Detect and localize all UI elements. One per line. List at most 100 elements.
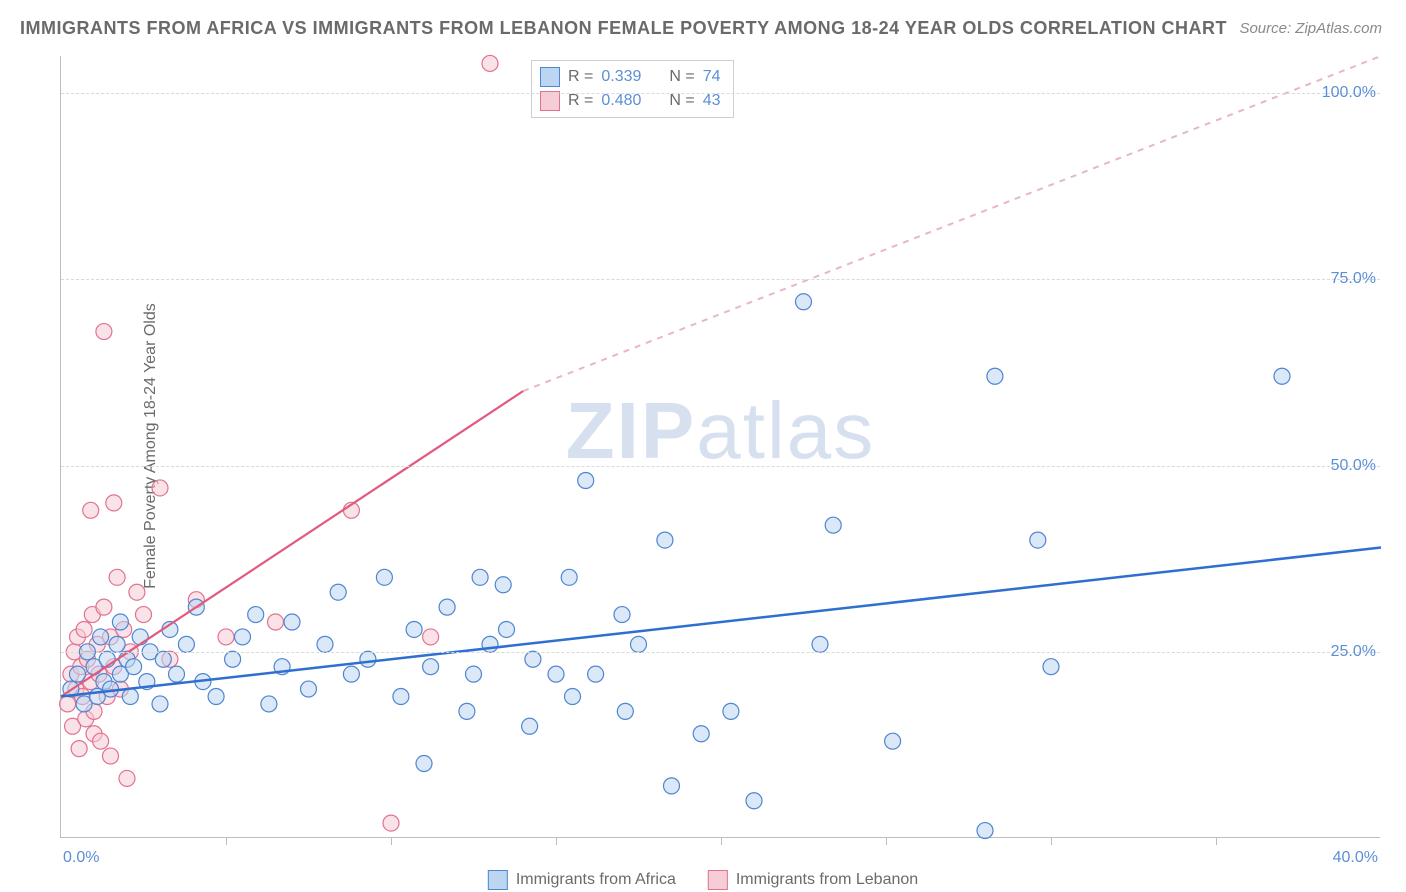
scatter-point bbox=[152, 480, 168, 496]
scatter-point bbox=[1030, 532, 1046, 548]
scatter-point bbox=[423, 659, 439, 675]
chart-title: IMMIGRANTS FROM AFRICA VS IMMIGRANTS FRO… bbox=[20, 18, 1227, 39]
gridline bbox=[61, 279, 1380, 280]
scatter-point bbox=[631, 636, 647, 652]
scatter-point bbox=[248, 607, 264, 623]
x-tick bbox=[721, 837, 722, 845]
scatter-point bbox=[109, 636, 125, 652]
scatter-point bbox=[1043, 659, 1059, 675]
scatter-point bbox=[136, 607, 152, 623]
bottom-legend-label: Immigrants from Africa bbox=[516, 871, 676, 889]
scatter-point bbox=[693, 726, 709, 742]
scatter-point bbox=[83, 502, 99, 518]
scatter-point bbox=[522, 718, 538, 734]
gridline bbox=[61, 466, 1380, 467]
legend-n-label: N = bbox=[669, 65, 694, 89]
scatter-point bbox=[225, 651, 241, 667]
scatter-point bbox=[317, 636, 333, 652]
legend-n-value: 74 bbox=[703, 65, 721, 89]
scatter-point bbox=[96, 599, 112, 615]
y-tick-label: 75.0% bbox=[1331, 270, 1382, 288]
scatter-point bbox=[169, 666, 185, 682]
scatter-point bbox=[1274, 368, 1290, 384]
legend-r-value: 0.339 bbox=[601, 65, 641, 89]
x-axis-min-label: 0.0% bbox=[63, 849, 99, 867]
scatter-point bbox=[987, 368, 1003, 384]
scatter-point bbox=[218, 629, 234, 645]
trend-line bbox=[61, 391, 523, 696]
scatter-point bbox=[439, 599, 455, 615]
scatter-point bbox=[96, 324, 112, 340]
bottom-legend: Immigrants from Africa Immigrants from Le… bbox=[488, 870, 918, 890]
legend-r-label: R = bbox=[568, 65, 593, 89]
scatter-point bbox=[155, 651, 171, 667]
scatter-point bbox=[60, 696, 76, 712]
scatter-point bbox=[548, 666, 564, 682]
scatter-point bbox=[664, 778, 680, 794]
scatter-point bbox=[132, 629, 148, 645]
scatter-point bbox=[268, 614, 284, 630]
scatter-point bbox=[416, 756, 432, 772]
scatter-point bbox=[376, 569, 392, 585]
bottom-legend-item: Immigrants from Africa bbox=[488, 870, 676, 890]
scatter-point bbox=[723, 703, 739, 719]
scatter-point bbox=[614, 607, 630, 623]
scatter-point bbox=[812, 636, 828, 652]
scatter-point bbox=[178, 636, 194, 652]
x-tick bbox=[556, 837, 557, 845]
x-tick bbox=[1051, 837, 1052, 845]
scatter-point bbox=[459, 703, 475, 719]
scatter-point bbox=[70, 666, 86, 682]
scatter-point bbox=[360, 651, 376, 667]
scatter-point bbox=[495, 577, 511, 593]
scatter-point bbox=[393, 688, 409, 704]
gridline bbox=[61, 652, 1380, 653]
scatter-svg bbox=[61, 56, 1380, 837]
scatter-point bbox=[383, 815, 399, 831]
scatter-point bbox=[93, 733, 109, 749]
scatter-point bbox=[343, 666, 359, 682]
bottom-legend-label: Immigrants from Lebanon bbox=[736, 871, 918, 889]
legend-stats-row: R = 0.339 N = 74 bbox=[540, 65, 721, 89]
scatter-point bbox=[406, 621, 422, 637]
scatter-point bbox=[565, 688, 581, 704]
scatter-point bbox=[301, 681, 317, 697]
scatter-point bbox=[825, 517, 841, 533]
scatter-point bbox=[423, 629, 439, 645]
scatter-point bbox=[208, 688, 224, 704]
scatter-point bbox=[796, 294, 812, 310]
scatter-point bbox=[472, 569, 488, 585]
scatter-point bbox=[129, 584, 145, 600]
y-tick-label: 100.0% bbox=[1322, 84, 1382, 102]
legend-swatch bbox=[540, 67, 560, 87]
scatter-point bbox=[578, 473, 594, 489]
scatter-point bbox=[977, 823, 993, 839]
legend-swatch bbox=[708, 870, 728, 890]
scatter-point bbox=[119, 770, 135, 786]
bottom-legend-item: Immigrants from Lebanon bbox=[708, 870, 918, 890]
scatter-point bbox=[330, 584, 346, 600]
x-tick bbox=[226, 837, 227, 845]
scatter-point bbox=[284, 614, 300, 630]
scatter-point bbox=[657, 532, 673, 548]
legend-swatch bbox=[488, 870, 508, 890]
scatter-point bbox=[126, 659, 142, 675]
scatter-point bbox=[499, 621, 515, 637]
scatter-point bbox=[109, 569, 125, 585]
scatter-point bbox=[122, 688, 138, 704]
source-label: Source: ZipAtlas.com bbox=[1239, 20, 1382, 37]
y-tick-label: 50.0% bbox=[1331, 457, 1382, 475]
gridline bbox=[61, 93, 1380, 94]
scatter-point bbox=[588, 666, 604, 682]
scatter-point bbox=[466, 666, 482, 682]
scatter-point bbox=[112, 614, 128, 630]
scatter-point bbox=[261, 696, 277, 712]
x-tick bbox=[886, 837, 887, 845]
scatter-point bbox=[885, 733, 901, 749]
scatter-point bbox=[93, 629, 109, 645]
scatter-point bbox=[71, 741, 87, 757]
scatter-point bbox=[525, 651, 541, 667]
plot-area: ZIPatlas R =0.339N =74R =0.480N =43 0.0%… bbox=[60, 56, 1380, 838]
legend-stats-box: R =0.339N =74R =0.480N =43 bbox=[531, 60, 734, 118]
scatter-point bbox=[152, 696, 168, 712]
